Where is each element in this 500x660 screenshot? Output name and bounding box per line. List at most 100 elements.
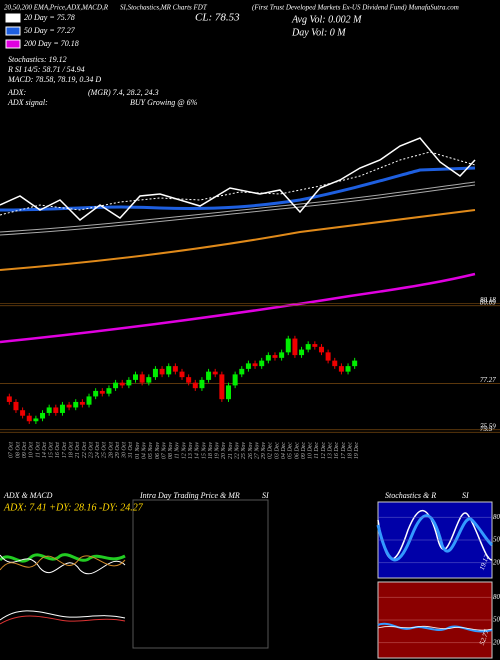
x-tick-label: 25 Nov: [241, 442, 247, 460]
candle-body: [152, 368, 158, 378]
x-tick-label: 07 Nov: [161, 442, 167, 460]
candle-body: [332, 360, 338, 367]
x-tick-label: 31 Oct: [128, 442, 134, 459]
x-tick-label: 06 Dec: [294, 442, 300, 459]
legend: 20 Day = 75.78 50 Day = 77.27 200 Day = 70…: [5, 13, 79, 49]
tick-label: 50: [493, 616, 500, 624]
stat: R SI 14/5: 58.71 / 54.94: [7, 65, 85, 74]
candle-body: [206, 371, 212, 380]
candle-body: [212, 371, 218, 375]
panel-title: SI: [462, 491, 469, 500]
x-tick-label: 18 Nov: [208, 442, 214, 460]
x-tick-label: 08 Nov: [168, 442, 174, 460]
x-tick-label: 28 Oct: [108, 442, 114, 458]
candle-body: [20, 410, 26, 416]
x-tick-label: 11 Dec: [314, 442, 320, 459]
y-tick-label: 75.59: [480, 422, 496, 430]
di-line: [0, 555, 126, 571]
ma-line: [0, 209, 476, 271]
candle-body: [146, 377, 152, 383]
x-tick-label: 24 Oct: [94, 442, 101, 458]
x-tick-label: 23 Oct: [88, 442, 94, 458]
x-tick-label: 12 Dec: [321, 442, 327, 459]
candle-body: [139, 374, 145, 383]
candle-body: [325, 352, 331, 361]
candle-body: [126, 379, 132, 386]
adx-value: (MGR) 7.4, 28.2, 24.3: [88, 88, 159, 97]
rsi-line: [377, 622, 493, 633]
x-tick-label: 10 Dec: [308, 442, 314, 459]
macd-line: [0, 615, 126, 625]
candle-body: [192, 382, 198, 389]
candle-body: [13, 401, 19, 411]
panel-title: SI: [262, 491, 269, 500]
candle-body: [119, 382, 125, 386]
candle-body: [338, 366, 344, 372]
tick-label: 20: [493, 558, 500, 566]
candle-body: [26, 415, 32, 422]
candle-body: [318, 346, 324, 353]
candle-body: [352, 360, 358, 367]
header-right: (First Trust Developed Markets Ex-US Div…: [252, 4, 459, 12]
x-tick-label: 25 Oct: [102, 442, 108, 458]
candle-body: [225, 385, 231, 400]
candle-body: [59, 404, 65, 413]
candle-body: [33, 418, 39, 422]
x-tick-label: 11 Oct: [35, 442, 41, 458]
x-tick-label: 03 Dec: [274, 442, 280, 459]
candle-body: [285, 338, 291, 353]
intraday-panel: [132, 499, 269, 649]
x-tick-label: 29 Oct: [115, 442, 121, 458]
x-tick-label: 10 Oct: [29, 442, 35, 458]
x-tick-label: 02 Dec: [268, 442, 274, 459]
candle-body: [312, 344, 318, 347]
candle-body: [245, 363, 251, 369]
di-line: [0, 554, 126, 575]
x-tick-label: 19 Dec: [354, 442, 360, 459]
x-tick-label: 06 Nov: [155, 442, 161, 460]
x-tick-label: 20 Nov: [221, 442, 227, 460]
y-tick-label: 77.27: [480, 376, 496, 384]
candle-body: [106, 388, 112, 394]
candle-body: [232, 374, 238, 386]
x-tick-label: 07 Oct: [9, 442, 15, 458]
x-tick-label: 12 Nov: [181, 442, 187, 460]
x-tick-label: 14 Oct: [41, 442, 48, 458]
panel-title: Intra Day Trading Price & MR: [139, 491, 240, 500]
candle-body: [66, 404, 72, 408]
header-left: 20,50,200 EMA,Price,ADX,MACD,R: [4, 4, 109, 12]
tick-label: 20: [493, 638, 500, 646]
panel-title: Stochastics & R: [385, 491, 436, 500]
x-tick-label: 05 Nov: [148, 442, 154, 460]
x-tick-label: 04 Dec: [280, 442, 287, 459]
price-line: [0, 137, 476, 221]
tick-label: 80: [493, 593, 500, 601]
stoch-ticks: 80 50 20 80 50 20: [378, 513, 500, 646]
x-tick-label: 29 Nov: [261, 442, 267, 460]
candle-body: [239, 368, 245, 375]
x-tick-label: 22 Oct: [82, 442, 88, 458]
legend-swatch: [5, 39, 21, 49]
x-tick-label: 19 Nov: [215, 442, 221, 460]
candle-body: [199, 379, 205, 389]
ma-line: [0, 272, 476, 344]
y-tick-label: 75.5: [480, 425, 493, 433]
close-label: CL: 78.53: [195, 12, 240, 24]
x-tick-label: 30 Oct: [122, 442, 128, 459]
x-tick-label: 13 Dec: [327, 442, 333, 459]
x-tick-label: 17 Oct: [62, 442, 68, 458]
x-tick-label: 27 Nov: [254, 442, 260, 460]
candle-body: [73, 401, 79, 408]
candle-body: [6, 396, 12, 402]
x-tick-label: 08 Oct: [15, 442, 21, 458]
y-tick-label: 80.09: [480, 298, 496, 306]
x-tick-label: 15 Nov: [201, 442, 207, 460]
stat: Stochastics: 19.12: [8, 55, 67, 64]
x-tick-label: 18 Oct: [68, 442, 74, 458]
candle-body: [86, 396, 92, 405]
candle-body: [279, 352, 285, 358]
legend-swatch: [5, 26, 21, 36]
x-tick-label: 01 Nov: [135, 442, 141, 460]
